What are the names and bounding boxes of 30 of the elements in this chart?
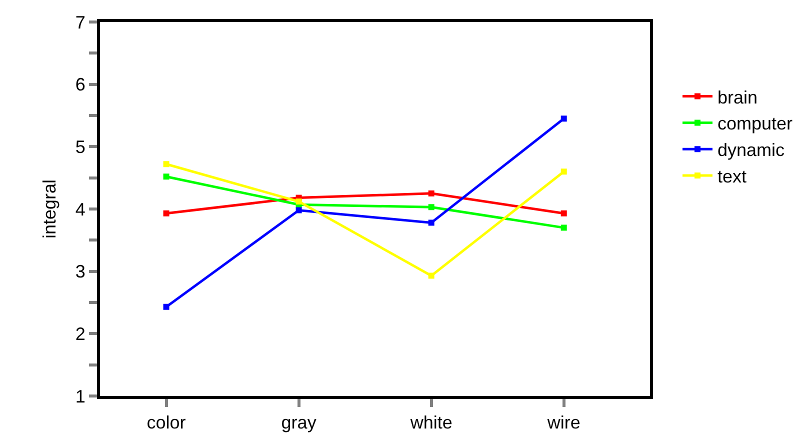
- point: [296, 198, 302, 205]
- point: [560, 210, 567, 216]
- point: [428, 272, 434, 279]
- y-axis-title: integral: [40, 179, 60, 239]
- y-tick-label: 7: [75, 12, 86, 32]
- legend-label: dynamic: [718, 140, 785, 160]
- x-tick-label: white: [409, 412, 452, 433]
- point: [296, 207, 302, 214]
- x-tick-label: gray: [281, 412, 316, 433]
- point: [428, 220, 434, 226]
- legend-label: computer: [718, 114, 793, 134]
- point: [560, 224, 567, 231]
- point: [163, 210, 170, 216]
- y-tick-label: 6: [75, 74, 86, 95]
- point: [163, 304, 170, 310]
- point: [560, 116, 567, 122]
- legend-label: brain: [718, 87, 758, 108]
- y-tick-label: 5: [75, 136, 86, 157]
- y-tick-label: 3: [75, 262, 86, 282]
- x-tick-label: wire: [546, 412, 580, 433]
- legend-label: text: [718, 166, 747, 187]
- point: [163, 174, 170, 180]
- y-tick-label: 1: [75, 386, 86, 406]
- y-tick-label: 2: [75, 324, 86, 344]
- point: [428, 190, 434, 196]
- point: [163, 161, 170, 168]
- point: [428, 204, 434, 210]
- x-tick-label: color: [146, 412, 186, 433]
- y-tick-label: 4: [75, 199, 86, 220]
- point: [560, 168, 567, 175]
